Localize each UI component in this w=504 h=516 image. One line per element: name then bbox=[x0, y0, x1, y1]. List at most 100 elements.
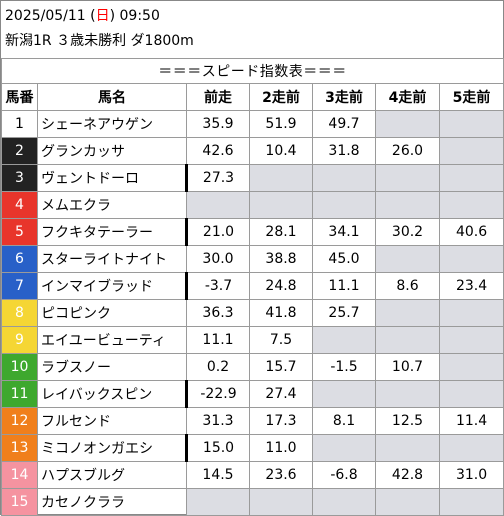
horse-name: エイユービューティ bbox=[37, 326, 187, 354]
col-header-name: 馬名 bbox=[37, 83, 187, 111]
horse-name: フクキタテーラー bbox=[37, 218, 188, 246]
horse-number: 7 bbox=[1, 272, 38, 300]
table-row: 10 ラブスノー 0.2 15.7 -1.5 10.7 bbox=[1, 353, 504, 381]
speed-index-cell bbox=[312, 191, 376, 219]
table-row: 9 エイユービューティ 11.1 7.5 bbox=[1, 326, 504, 354]
horse-number: 5 bbox=[1, 218, 38, 246]
speed-index-cell: -1.5 bbox=[312, 353, 376, 381]
speed-index-cell bbox=[375, 164, 440, 192]
table-banner-row: ＝＝＝スピード指数表＝＝＝ bbox=[0, 58, 504, 84]
horse-number: 1 bbox=[1, 110, 38, 138]
time-text: ) 09:50 bbox=[109, 8, 160, 24]
speed-index-cell bbox=[438, 137, 504, 165]
horse-name: メムエクラ bbox=[37, 191, 187, 219]
horse-number: 2 bbox=[1, 137, 38, 165]
speed-index-cell: 27.4 bbox=[249, 380, 313, 408]
horse-number: 11 bbox=[1, 380, 38, 408]
speed-index-cell: -3.7 bbox=[186, 272, 250, 300]
speed-index-cell bbox=[438, 245, 504, 273]
speed-index-cell: 11.0 bbox=[249, 434, 313, 462]
speed-index-cell: 11.1 bbox=[186, 326, 250, 354]
table-row: 6 スターライトナイト 30.0 38.8 45.0 bbox=[1, 245, 504, 273]
horse-name: ヴェントドーロ bbox=[37, 164, 188, 192]
horse-number: 15 bbox=[1, 488, 38, 516]
speed-index-cell bbox=[438, 353, 504, 381]
speed-index-cell: 51.9 bbox=[249, 110, 313, 138]
horse-name: グランカッサ bbox=[37, 137, 187, 165]
horse-number: 8 bbox=[1, 299, 38, 327]
speed-index-cell bbox=[375, 299, 440, 327]
speed-index-cell: 14.5 bbox=[186, 461, 250, 489]
speed-index-cell: 31.0 bbox=[438, 461, 504, 489]
speed-index-cell bbox=[249, 191, 313, 219]
speed-index-cell bbox=[249, 488, 313, 516]
horse-name: スターライトナイト bbox=[37, 245, 187, 273]
speed-index-cell: 15.7 bbox=[249, 353, 313, 381]
speed-index-cell bbox=[186, 488, 250, 516]
date-text: 2025/05/11 ( bbox=[5, 8, 96, 24]
speed-index-cell bbox=[312, 434, 376, 462]
horse-number: 10 bbox=[1, 353, 38, 381]
table-row: 8 ピコピンク 36.3 41.8 25.7 bbox=[1, 299, 504, 327]
table-row: 2 グランカッサ 42.6 10.4 31.8 26.0 bbox=[1, 137, 504, 165]
speed-index-cell bbox=[438, 191, 504, 219]
table-row: 5 フクキタテーラー 21.0 28.1 34.1 30.2 40.6 bbox=[1, 218, 504, 246]
speed-index-cell bbox=[438, 164, 504, 192]
horse-name: シェーネアウゲン bbox=[37, 110, 187, 138]
col-header-last: 前走 bbox=[186, 83, 250, 111]
speed-index-cell bbox=[312, 164, 376, 192]
speed-index-cell: 0.2 bbox=[186, 353, 250, 381]
col-header-2back: 2走前 bbox=[249, 83, 313, 111]
speed-index-cell bbox=[375, 191, 440, 219]
col-header-4back: 4走前 bbox=[375, 83, 440, 111]
horse-number: 14 bbox=[1, 461, 38, 489]
table-row: 4 メムエクラ bbox=[1, 191, 504, 219]
speed-index-cell bbox=[186, 191, 250, 219]
speed-index-cell: 10.4 bbox=[249, 137, 313, 165]
speed-index-cell: 30.0 bbox=[186, 245, 250, 273]
speed-index-cell: 42.8 bbox=[375, 461, 440, 489]
speed-index-cell: 7.5 bbox=[249, 326, 313, 354]
speed-index-cell: 28.1 bbox=[249, 218, 313, 246]
speed-index-cell: 25.7 bbox=[312, 299, 376, 327]
speed-index-cell: 40.6 bbox=[438, 218, 504, 246]
speed-index-cell: 45.0 bbox=[312, 245, 376, 273]
speed-index-cell bbox=[312, 326, 376, 354]
speed-index-cell bbox=[438, 110, 504, 138]
speed-index-cell: 21.0 bbox=[186, 218, 250, 246]
speed-index-cell: 31.3 bbox=[186, 407, 250, 435]
horse-name: フルセンド bbox=[37, 407, 187, 435]
speed-index-cell bbox=[375, 434, 440, 462]
table-row: 15 カセノクララ bbox=[1, 488, 504, 516]
speed-index-cell: -6.8 bbox=[312, 461, 376, 489]
horse-name: レイバックスピン bbox=[37, 380, 188, 408]
speed-index-cell: -22.9 bbox=[186, 380, 250, 408]
speed-index-cell: 36.3 bbox=[186, 299, 250, 327]
speed-index-cell: 11.4 bbox=[438, 407, 504, 435]
speed-index-cell: 27.3 bbox=[186, 164, 250, 192]
horse-name: インマイブラッド bbox=[37, 272, 188, 300]
speed-index-cell bbox=[375, 245, 440, 273]
speed-index-cell bbox=[375, 110, 440, 138]
horse-number: 13 bbox=[1, 434, 38, 462]
table-row: 13 ミコノオンガエシ 15.0 11.0 bbox=[1, 434, 504, 462]
table-row: 11 レイバックスピン -22.9 27.4 bbox=[1, 380, 504, 408]
horse-number: 12 bbox=[1, 407, 38, 435]
horse-name: ピコピンク bbox=[37, 299, 187, 327]
race-info: 新潟1R ３歳未勝利 ダ1800m bbox=[5, 33, 194, 49]
table-row: 7 インマイブラッド -3.7 24.8 11.1 8.6 23.4 bbox=[1, 272, 504, 300]
horse-number: 9 bbox=[1, 326, 38, 354]
horse-name: カセノクララ bbox=[37, 488, 187, 516]
speed-index-cell: 23.4 bbox=[438, 272, 504, 300]
speed-index-cell: 42.6 bbox=[186, 137, 250, 165]
speed-index-cell bbox=[438, 434, 504, 462]
speed-index-cell: 8.6 bbox=[375, 272, 440, 300]
speed-index-cell: 34.1 bbox=[312, 218, 376, 246]
speed-index-cell: 26.0 bbox=[375, 137, 440, 165]
speed-index-table: ＝＝＝スピード指数表＝＝＝ 馬番 馬名 前走 2走前 3走前 4走前 5走前 1… bbox=[0, 58, 504, 516]
speed-index-cell: 35.9 bbox=[186, 110, 250, 138]
col-header-3back: 3走前 bbox=[312, 83, 376, 111]
speed-index-cell: 12.5 bbox=[375, 407, 440, 435]
horse-number: 3 bbox=[1, 164, 38, 192]
speed-index-cell: 30.2 bbox=[375, 218, 440, 246]
